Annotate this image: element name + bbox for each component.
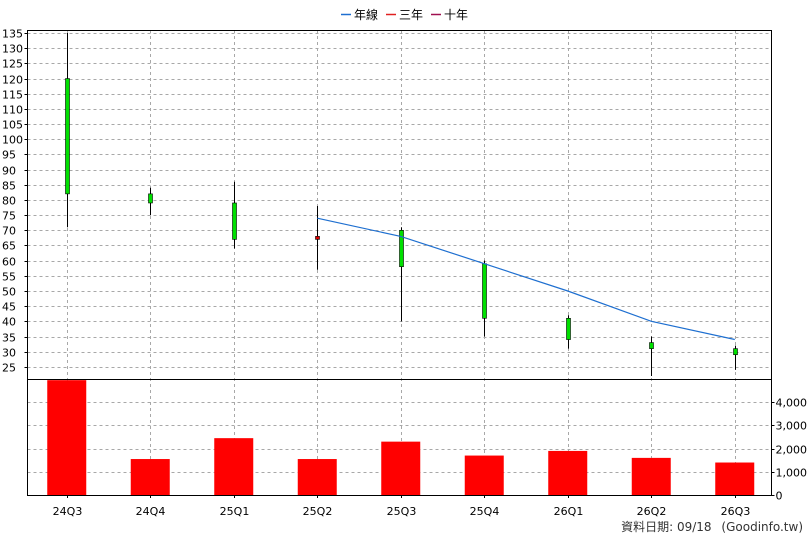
year-line	[317, 217, 735, 341]
x-tick-label-26Q3: 26Q3	[721, 505, 751, 518]
legend-label-1: 三年	[399, 8, 423, 22]
legend-label-0: 年線	[354, 7, 378, 22]
price-tick-label: 115	[2, 89, 23, 102]
candle-body-26Q3	[733, 348, 738, 356]
volume-bar-25Q4	[464, 455, 504, 495]
price-tick-label: 125	[2, 58, 23, 71]
volume-bars	[47, 380, 755, 495]
volume-tick-label: 3,000	[776, 420, 808, 433]
volume-bar-26Q1	[548, 450, 588, 495]
volume-bar-26Q2	[631, 457, 671, 495]
volume-tick-label: 2,000	[776, 444, 808, 457]
volume-bar-24Q3	[47, 380, 87, 495]
price-tick-label: 110	[2, 104, 23, 117]
volume-tick-label: 1,000	[776, 467, 808, 480]
price-tick-label: 80	[2, 195, 16, 208]
candle-body-24Q4	[148, 193, 153, 204]
x-tick-label-26Q1: 26Q1	[554, 505, 584, 518]
price-tick-label: 30	[2, 347, 16, 360]
candle-body-25Q3	[399, 229, 404, 268]
candle-body-25Q1	[232, 202, 237, 240]
volume-bar-26Q3	[715, 462, 755, 495]
price-tick-label: 25	[2, 362, 16, 375]
price-tick-label: 100	[2, 134, 23, 147]
year-line-series	[317, 217, 735, 341]
x-tick-label-25Q1: 25Q1	[220, 505, 250, 518]
price-tick-label: 60	[2, 256, 16, 269]
price-tick-label: 130	[2, 43, 23, 56]
price-tick-label: 55	[2, 271, 16, 284]
price-tick-label: 45	[2, 301, 16, 314]
x-tick-label-26Q2: 26Q2	[637, 505, 667, 518]
price-tick-label: 85	[2, 180, 16, 193]
plot-frame	[27, 30, 772, 496]
volume-axis: 4,000 3,000 2,000 1,000 0	[771, 397, 808, 503]
volume-bar-25Q1	[214, 438, 254, 495]
volume-tick-label: 4,000	[776, 397, 808, 410]
footer-note: 資料日期: 09/18 (Goodinfo.tw)	[621, 520, 803, 534]
volume-tick-label: 0	[776, 490, 783, 503]
legend: 年線 三年 十年	[341, 7, 468, 22]
price-tick-label: 105	[2, 119, 23, 132]
price-tick-label: 40	[2, 316, 16, 329]
price-tick-label: 95	[2, 149, 16, 162]
candle-body-24Q3	[65, 78, 70, 195]
x-tick-label-24Q4: 24Q4	[136, 505, 166, 518]
price-tick-label: 70	[2, 225, 16, 238]
price-tick-label: 50	[2, 286, 16, 299]
price-tick-label: 75	[2, 210, 16, 223]
footer-date: 資料日期: 09/18	[621, 520, 711, 534]
x-tick-label-25Q4: 25Q4	[470, 505, 500, 518]
price-tick-label: 35	[2, 332, 16, 345]
x-tick-label-25Q2: 25Q2	[303, 505, 333, 518]
candlesticks	[65, 33, 738, 376]
price-tick-label: 65	[2, 240, 16, 253]
price-tick-label: 135	[2, 28, 23, 41]
volume-bar-25Q3	[381, 441, 421, 495]
x-tick-label-24Q3: 24Q3	[53, 505, 83, 518]
price-tick-label: 120	[2, 74, 23, 87]
volume-bar-25Q2	[297, 459, 337, 495]
candle-body-25Q4	[482, 263, 487, 319]
price-tick-label: 90	[2, 165, 16, 178]
candle-body-25Q2	[315, 236, 320, 240]
x-axis: 24Q3 24Q4 25Q1 25Q2 25Q3 25Q4 26Q1 26Q2 26Q3	[53, 495, 751, 518]
x-tick-label-25Q3: 25Q3	[387, 505, 417, 518]
candle-body-26Q2	[649, 342, 654, 349]
legend-label-2: 十年	[444, 8, 468, 22]
footer-source: (Goodinfo.tw)	[721, 520, 803, 534]
candle-body-26Q1	[566, 318, 571, 340]
volume-bar-24Q4	[130, 459, 170, 495]
price-axis: 135 130 125 120 115 110 105 100 95 90 85 80 75 70 65 60…	[2, 28, 28, 375]
